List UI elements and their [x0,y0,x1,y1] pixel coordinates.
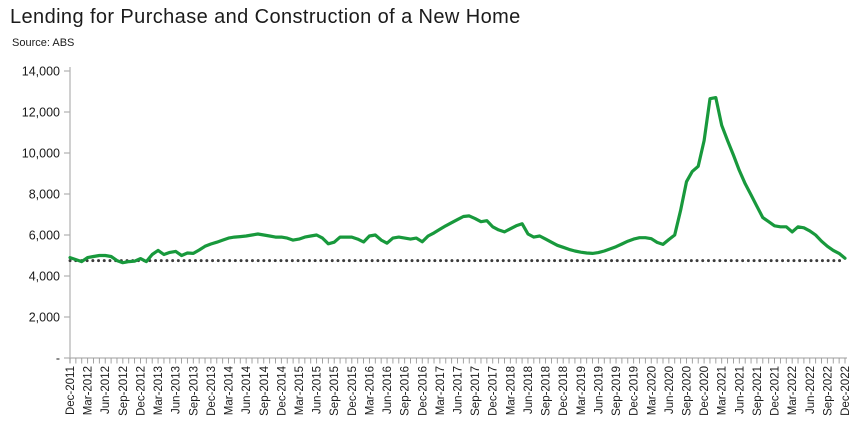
x-tick-label: Jun-2022 [805,366,817,414]
x-tick-label: Mar-2015 [294,366,306,415]
x-tick-label: Jun-2019 [593,366,605,414]
x-tick-label: Dec-2012 [135,366,147,416]
x-tick-label: Jun-2012 [100,366,112,414]
x-tick-label: Jun-2017 [453,366,465,414]
x-tick-label: Mar-2016 [364,366,376,415]
x-tick-label: Mar-2022 [787,366,799,415]
x-tick-label: Jun-2016 [382,366,394,414]
x-tick-label: Sep-2014 [259,365,271,415]
x-tick-label: Jun-2014 [241,365,253,414]
x-tick-label: Mar-2012 [83,366,95,415]
x-tick-label: Sep-2012 [118,366,130,416]
chart-source-label: Source: ABS [12,37,75,49]
y-tick-label: 14,000 [22,65,60,79]
x-tick-label: Sep-2021 [752,366,764,416]
x-tick-label: Dec-2015 [347,366,359,416]
x-tick-label: Sep-2015 [329,366,341,416]
x-tick-label: Sep-2018 [541,366,553,416]
x-tick-label: Mar-2018 [505,366,517,415]
y-tick-label: - [56,352,60,366]
x-tick-label: Mar-2013 [153,366,165,415]
chart-title: Lending for Purchase and Construction of… [10,6,521,28]
x-tick-label: Sep-2013 [188,366,200,416]
x-tick-label: Sep-2019 [611,366,623,416]
x-tick-label: Dec-2017 [488,366,500,416]
series-line-new-home-lending [68,95,847,265]
x-tick-label: Mar-2020 [646,366,658,415]
x-tick-label: Dec-2016 [417,366,429,416]
x-tick-label: Jun-2013 [171,366,183,414]
x-tick-label: Dec-2013 [206,366,218,416]
y-tick-label: 12,000 [22,106,60,120]
x-tick-label: Sep-2020 [681,366,693,416]
x-tick-label: Sep-2017 [470,366,482,416]
x-tick-label: Dec-2021 [770,366,782,416]
y-tick-label: 10,000 [22,147,60,161]
x-tick-label: Mar-2014 [224,365,236,415]
x-tick-label: Dec-2022 [840,366,852,416]
y-tick-label: 2,000 [29,311,60,325]
x-tick-label: Sep-2022 [822,366,834,416]
x-tick-label: Jun-2018 [523,366,535,414]
x-tick-label: Mar-2021 [717,366,729,415]
x-tick-label: Jun-2021 [734,366,746,414]
x-tick-label: Sep-2016 [400,366,412,416]
x-tick-label: Mar-2017 [435,366,447,415]
x-tick-label: Dec-2018 [558,366,570,416]
x-tick-label: Mar-2019 [576,366,588,415]
x-tick-label: Jun-2015 [312,366,324,414]
x-tick-label: Dec-2011 [65,366,77,415]
y-tick-label: 4,000 [29,270,60,284]
x-tick-label: Jun-2020 [664,366,676,414]
x-tick-label: Dec-2014 [276,365,288,415]
x-tick-label: Dec-2020 [699,366,711,416]
y-tick-label: 6,000 [29,229,60,243]
y-tick-label: 8,000 [29,188,60,202]
x-tick-label: Dec-2019 [629,366,641,416]
